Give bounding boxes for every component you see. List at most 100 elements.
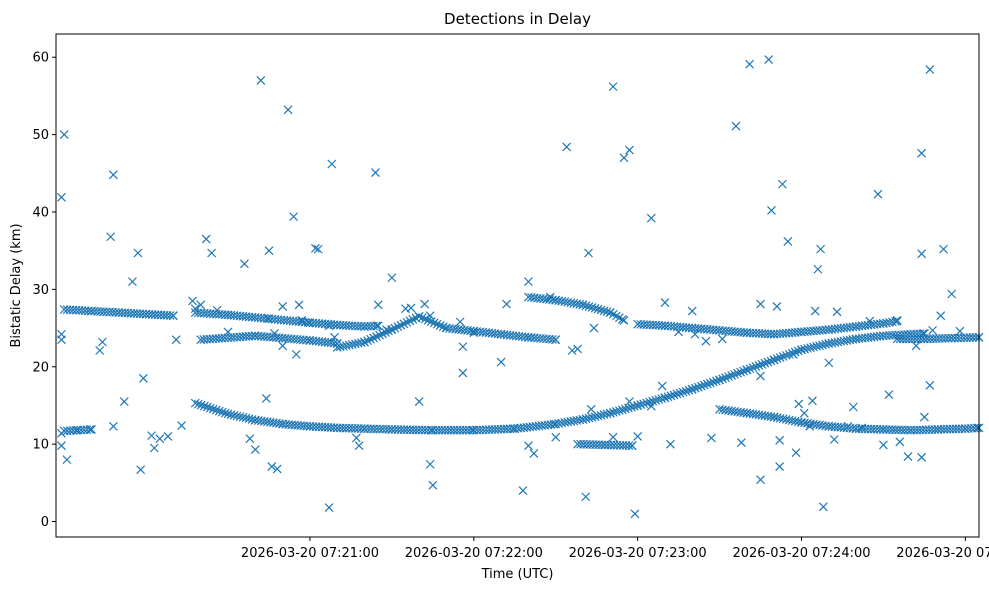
data-point [733,368,743,378]
data-point [873,189,883,199]
data-point [619,153,629,163]
data-point [646,401,656,411]
data-point [578,300,588,310]
data-point [324,321,334,331]
data-point [584,302,594,311]
data-point [372,321,382,331]
data-point [727,371,737,380]
data-point [619,315,629,325]
data-point [602,307,612,317]
data-point [633,431,643,441]
data-point [387,273,397,283]
data-point [147,431,157,441]
data-point [724,372,734,382]
data-point [589,323,599,333]
data-point [701,336,711,346]
data-point [646,213,656,223]
y-tick-label: 60 [32,51,49,66]
data-point [529,449,539,458]
data-point [414,312,424,321]
data-point [824,358,834,368]
data-point [648,396,658,406]
data-point [754,360,764,370]
data-point [699,380,709,390]
x-axis-label: Time (UTC) [481,567,554,582]
data-point [250,445,260,454]
data-point [625,145,634,155]
data-point [62,455,72,465]
y-axis-ticks: 0 10 20 30 40 50 60 [32,51,56,530]
data-point [417,313,427,323]
data-point [711,376,721,386]
data-point [736,438,746,448]
data-point [57,428,66,438]
data-point [171,335,181,345]
data-point [813,264,823,274]
data-point [396,320,406,330]
data-point [760,358,770,368]
data-point [217,407,227,417]
data-point [818,502,828,512]
data-point [832,307,842,317]
plot-frame [55,33,980,538]
data-point [360,337,370,347]
data-point [705,378,715,388]
data-point [207,248,217,258]
data-point [751,362,761,371]
data-point [788,349,798,359]
data-point [57,441,66,451]
data-point [745,364,755,374]
data-point [327,159,337,169]
data-point [775,462,785,472]
data-point [375,330,385,340]
data-point [630,509,640,519]
data-point [925,65,935,75]
data-point [196,300,206,310]
x-axis-ticks: 2026-03-20 07:21:00 2026-03-20 07:22:00 20… [241,537,989,561]
data-point [608,82,618,92]
data-point [767,206,776,215]
data-point [587,302,597,312]
data-point [781,350,791,360]
data-point [769,355,779,365]
data-point [624,441,634,451]
data-point [748,363,758,373]
data-point [429,318,439,328]
y-tick-label: 0 [41,515,49,530]
data-point [816,244,826,254]
data-point [717,334,727,344]
data-point [261,394,271,403]
data-point [955,326,965,336]
data-point [939,244,948,254]
data-point [435,320,445,330]
data-point [665,439,675,449]
data-point [381,328,391,337]
data-point [373,300,383,310]
data-point [523,441,533,451]
data-point [567,346,577,355]
data-point [369,333,379,343]
data-point [660,298,670,307]
data-point [672,389,682,399]
data-point [584,248,593,258]
data-point [59,130,69,140]
data-point [614,406,624,416]
data-point [551,432,561,442]
data-point [373,321,383,331]
data-point [721,373,731,383]
data-point [757,359,767,369]
data-point [895,437,905,447]
data-point [108,170,118,180]
data-point [799,408,809,418]
data-point [371,168,380,177]
data-point [916,334,926,344]
data-point [356,338,366,348]
data-point [590,303,600,313]
data-point [245,434,255,444]
data-point [693,382,703,392]
data-point [917,148,927,158]
data-point [330,332,339,342]
data-point [190,398,200,408]
data-point [971,333,981,342]
